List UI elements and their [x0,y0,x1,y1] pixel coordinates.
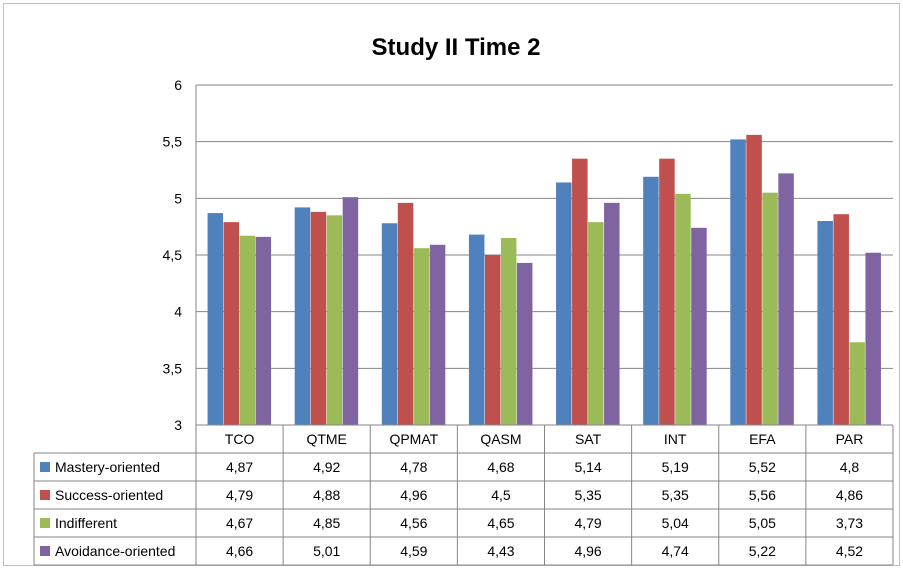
table-cell-value: 4,78 [400,459,427,475]
table-cell-value: 4,88 [313,487,340,503]
data-table: TCO QTME QPMAT QASM SAT INT EFA PAR Mastery-orie… [33,424,894,566]
table-cell-value: 4,79 [574,515,601,531]
bar-mastery-oriented-efa [730,139,746,425]
bar-mastery-oriented-sat [556,182,572,425]
table-cell-value: 4,43 [487,543,514,559]
bar-mastery-oriented-qpmat [381,223,398,425]
table-cell-value: 4,96 [574,543,601,559]
y-tick-label: 5,5 [163,134,183,150]
y-axis-ticks: 3 3,5 4 4,5 5 5,5 6 [163,77,183,433]
table-cell-value: 4,52 [836,543,863,559]
y-tick-label: 4,5 [163,247,183,263]
bar-avoidance-oriented-qpmat [429,244,446,425]
legend-label: Mastery-oriented [55,459,160,475]
bar-mastery-oriented-qasm [468,234,485,425]
table-cell-value: 5,52 [749,459,776,475]
bar-indifferent-efa [762,192,778,425]
bar-indifferent-par [849,342,865,425]
legend-swatch [40,462,50,472]
table-cell-value: 4,56 [400,515,427,531]
bar-avoidance-oriented-tco [255,236,272,425]
y-tick-label: 3,5 [163,360,183,376]
bar-avoidance-oriented-int [691,227,707,425]
table-cell-value: 4,65 [487,515,514,531]
legend-label: Success-oriented [55,487,163,503]
bar-success-oriented-int [659,158,675,425]
bar-success-oriented-sat [572,158,588,425]
table-cell-value: 4,96 [400,487,427,503]
bar-success-oriented-tco [223,222,240,425]
bar-avoidance-oriented-par [865,252,881,425]
category-label: QASM [480,431,521,447]
legend-swatch [40,490,50,500]
table-cell-value: 5,35 [574,487,601,503]
category-label: PAR [836,431,864,447]
category-label: QTME [306,431,346,447]
table-cell-value: 4,66 [226,543,253,559]
table-cell-value: 4,59 [400,543,427,559]
table-cell-value: 5,05 [749,515,776,531]
y-tick-label: 6 [174,77,182,93]
legend-label: Indifferent [55,515,117,531]
bar-avoidance-oriented-sat [604,202,620,425]
category-label: EFA [749,431,776,447]
y-tick-label: 4 [174,304,182,320]
category-label: QPMAT [389,431,438,447]
table-cell-value: 4,74 [662,543,689,559]
table-cell-value: 4,86 [836,487,863,503]
bar-indifferent-tco [239,235,256,425]
table-cell-value: 4,85 [313,515,340,531]
bar-indifferent-qasm [500,238,517,425]
bar-success-oriented-par [833,214,849,425]
bar-mastery-oriented-int [643,176,659,425]
table-cell-value: 5,01 [313,543,340,559]
table-cell-value: 5,22 [749,543,776,559]
bar-success-oriented-qasm [484,255,501,425]
bar-mastery-oriented-tco [207,213,224,425]
bar-success-oriented-qtme [310,211,327,425]
bar-mastery-oriented-qtme [294,207,311,425]
bar-mastery-oriented-par [817,221,833,425]
table-cell-value: 4,8 [840,459,860,475]
legend-label: Avoidance-oriented [55,543,175,559]
table-cell-value: 4,92 [313,459,340,475]
y-tick-label: 5 [174,190,182,206]
bar-indifferent-int [675,193,691,425]
table-cell-value: 5,56 [749,487,776,503]
bar-avoidance-oriented-qtme [342,197,359,425]
bar-avoidance-oriented-qasm [516,262,533,425]
table-cell-value: 5,35 [662,487,689,503]
bar-indifferent-sat [588,222,604,425]
chart-title: Study II Time 2 [372,34,541,61]
category-label: TCO [225,431,255,447]
table-cell-value: 5,19 [662,459,689,475]
table-cell-value: 5,14 [574,459,601,475]
bar-avoidance-oriented-efa [778,173,794,425]
table-cell-value: 4,5 [491,487,511,503]
bar-success-oriented-qpmat [397,202,414,425]
bars [207,134,881,425]
bar-indifferent-qtme [326,215,343,425]
category-label: INT [664,431,687,447]
table-cell-value: 4,79 [226,487,253,503]
y-tick-label: 3 [174,417,182,433]
category-label: SAT [575,431,602,447]
bar-success-oriented-efa [746,134,762,425]
legend-swatch [40,518,50,528]
table-cell-value: 5,04 [662,515,689,531]
table-cell-value: 4,67 [226,515,253,531]
table-cell-value: 3,73 [836,515,863,531]
table-cell-value: 4,87 [226,459,253,475]
legend-swatch [40,546,50,556]
bar-indifferent-qpmat [413,248,430,425]
table-cell-value: 4,68 [487,459,514,475]
